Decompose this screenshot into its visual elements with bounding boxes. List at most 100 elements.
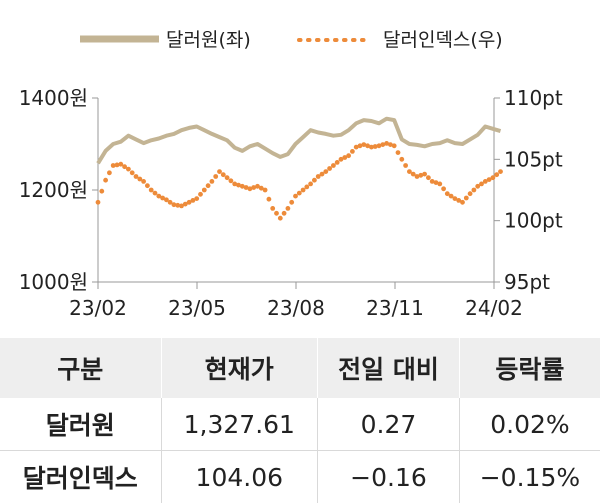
series-dxy-point	[304, 184, 310, 190]
series-dxy-point	[338, 156, 344, 162]
series-dxy-point	[270, 206, 276, 211]
series-dxy-point	[194, 196, 200, 202]
series-dxy-point	[342, 155, 348, 160]
series-dxy-point	[152, 190, 158, 196]
series-dxy-point	[391, 143, 397, 149]
series-dxy-point	[289, 199, 295, 205]
series-dxy-point	[410, 171, 416, 177]
header-change-rate: 등락률	[459, 338, 600, 398]
series-dxy-point	[463, 195, 469, 201]
row-price: 104.06	[161, 450, 319, 503]
x-tick-label: 23/08	[267, 296, 325, 320]
right-axis-ticks: 95pt 100pt 105pt 110pt	[494, 86, 563, 294]
series-dxy-point	[182, 201, 188, 207]
left-tick-label: 1400원	[19, 86, 88, 110]
series-dxy-point	[471, 187, 477, 193]
series-dxy-point	[198, 191, 203, 197]
series-dxy-point	[494, 172, 500, 178]
series-dxy-point	[407, 169, 412, 175]
series-dxy-point	[95, 199, 101, 205]
series-dxy-dots	[95, 141, 503, 221]
series-dxy-point	[266, 196, 272, 202]
series-dxy-point	[444, 191, 450, 197]
x-axis-ticks: 23/02 23/05 23/08 23/11 24/02	[69, 282, 523, 320]
series-dxy-point	[255, 183, 260, 189]
series-dxy-point	[190, 198, 196, 203]
series-dxy-point	[460, 199, 465, 205]
series-dxy-point	[296, 190, 302, 196]
series-dxy-point	[376, 143, 382, 149]
series-dxy-point	[384, 141, 389, 146]
series-dxy-point	[315, 174, 321, 179]
series-dxy-point	[179, 203, 184, 209]
series-dxy-point	[312, 177, 317, 183]
series-layer	[95, 116, 503, 221]
row-change-rate: 0.02%	[459, 398, 600, 451]
series-dxy-point	[498, 169, 503, 175]
series-dxy-point	[433, 180, 439, 186]
series-dxy-point	[107, 170, 112, 176]
series-dxy-point	[293, 193, 298, 199]
series-dxy-point	[156, 193, 162, 199]
series-dxy-point	[350, 149, 355, 154]
series-dxy-point	[118, 161, 124, 167]
row-change: 0.27	[317, 398, 460, 451]
series-dxy-point	[201, 187, 207, 193]
table-row: 달러원 1,327.61 0.27 0.02%	[0, 398, 600, 451]
x-tick-label: 23/02	[69, 296, 127, 320]
series-dxy-point	[414, 174, 420, 179]
series-dxy-point	[285, 206, 291, 211]
right-tick-label: 110pt	[504, 86, 563, 110]
x-tick-label: 23/05	[168, 296, 226, 320]
header-category: 구분	[0, 338, 162, 398]
series-dxy-point	[395, 150, 401, 156]
series-dxy-point	[490, 175, 496, 181]
row-change-rate: −0.15%	[479, 462, 581, 492]
series-dxy-point	[274, 210, 279, 216]
table-header-row: 구분 현재가 전일 대비 등락률	[0, 338, 600, 398]
series-dxy-point	[331, 163, 336, 168]
left-axis-ticks: 1000원 1200원 1400원	[19, 86, 98, 294]
series-dxy-point	[277, 215, 283, 221]
row-price: 1,327.61	[161, 398, 319, 451]
row-name: 달러원	[0, 398, 162, 451]
series-dxy-point	[167, 199, 173, 205]
quote-table: 구분 현재가 전일 대비 등락률 달러원 1,327.61 0.27 0.02%…	[0, 338, 600, 503]
series-dxy-point	[380, 142, 386, 148]
left-tick-label: 1000원	[19, 270, 88, 294]
series-dxy-point	[217, 169, 222, 175]
series-dxy-point	[205, 183, 211, 189]
series-dxy-point	[319, 171, 325, 177]
series-dxy-point	[482, 179, 488, 184]
series-dxy-point	[213, 174, 219, 179]
series-dxy-point	[429, 179, 435, 184]
series-dxy-point	[171, 202, 177, 208]
series-dxy-point	[403, 163, 408, 168]
right-tick-label: 100pt	[504, 209, 563, 233]
series-dxy-point	[137, 176, 143, 182]
series-dxy-point	[369, 144, 374, 150]
series-dxy-point	[228, 178, 234, 184]
series-dxy-point	[148, 187, 154, 193]
x-tick-label: 23/11	[366, 296, 424, 320]
x-tick-label: 24/02	[465, 296, 523, 320]
series-dxy-point	[243, 185, 249, 190]
series-dxy-point	[224, 175, 230, 181]
series-dxy-point	[422, 171, 427, 177]
right-tick-label: 95pt	[504, 270, 550, 294]
legend-label-usdkrw: 달러원(좌)	[166, 29, 251, 51]
header-price: 현재가	[161, 338, 319, 398]
series-dxy-point	[437, 181, 443, 187]
series-dxy-point	[399, 156, 405, 162]
series-dxy-point	[251, 185, 257, 190]
series-dxy-point	[441, 186, 446, 192]
series-dxy-point	[300, 187, 306, 193]
series-dxy-point	[372, 144, 378, 149]
series-dxy-point	[145, 183, 150, 189]
series-dxy-point	[281, 210, 287, 216]
series-dxy-point	[327, 166, 332, 171]
series-dxy-point	[186, 199, 192, 205]
series-dxy-point	[99, 188, 105, 194]
series-dxy-point	[209, 179, 215, 184]
series-dxy-point	[365, 143, 370, 149]
